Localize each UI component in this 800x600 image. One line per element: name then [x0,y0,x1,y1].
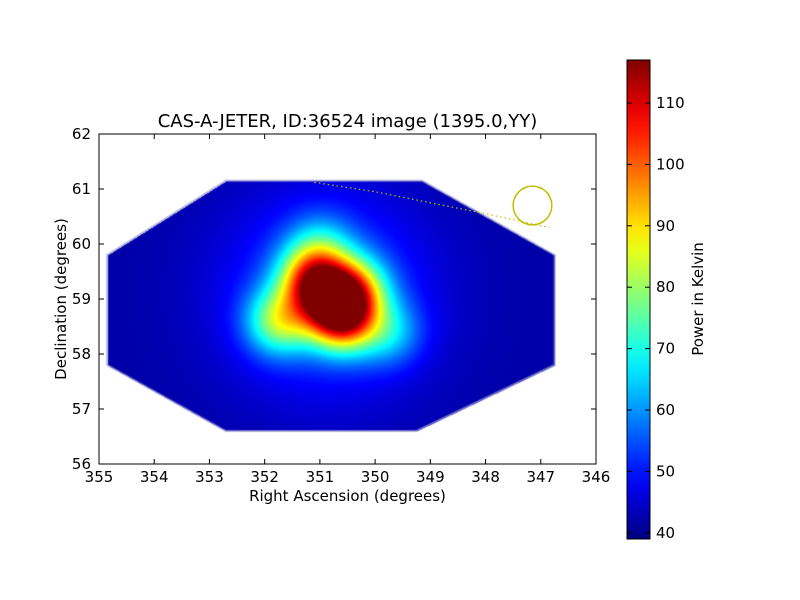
colorbar-label: Power in Kelvin [689,242,707,356]
chart-title: CAS-A-JETER, ID:36524 image (1395.0,YY) [158,111,538,132]
heatmap-area [99,134,596,464]
y-tick-label: 58 [72,345,91,363]
y-tick-label: 59 [72,290,91,308]
x-tick-label: 355 [85,468,114,486]
y-axis: 56 57 58 59 60 61 62 [72,125,596,473]
y-tick-label: 56 [72,455,91,473]
x-tick-label: 350 [361,468,390,486]
colorbar-tick-label: 60 [656,401,675,419]
y-tick-label: 57 [72,400,91,418]
colorbar-tick-label: 70 [656,340,675,358]
x-tick-label: 347 [526,468,555,486]
x-tick-label: 354 [140,468,169,486]
dotted-track [314,181,550,229]
colorbar-tick-label: 90 [656,217,675,235]
colorbar-ticks: 40 50 60 70 80 90 100 110 [627,94,685,542]
x-tick-label: 351 [306,468,335,486]
overlay-layer [314,181,553,229]
beam-circle [512,185,553,226]
x-tick-label: 348 [471,468,500,486]
x-tick-label: 346 [582,468,611,486]
x-tick-label: 349 [416,468,445,486]
x-tick-label: 352 [250,468,279,486]
colorbar-gradient [626,59,651,540]
y-tick-label: 61 [72,180,91,198]
y-axis-label: Declination (degrees) [52,218,70,380]
colorbar-tick-label: 100 [656,155,685,173]
colorbar-tick-label: 110 [656,94,685,112]
colorbar-tick-label: 80 [656,278,675,296]
colorbar-tick-label: 50 [656,462,675,480]
x-axis-label: Right Ascension (degrees) [249,487,446,505]
colorbar: 40 50 60 70 80 90 100 110 Power in Kelvin [626,59,707,542]
y-tick-label: 62 [72,125,91,143]
heatmap-image [99,134,596,464]
colorbar-tick-label: 40 [656,524,675,542]
x-tick-label: 353 [195,468,224,486]
x-axis: 355 354 353 352 351 350 349 348 347 346 [85,134,611,486]
y-tick-label: 60 [72,235,91,253]
